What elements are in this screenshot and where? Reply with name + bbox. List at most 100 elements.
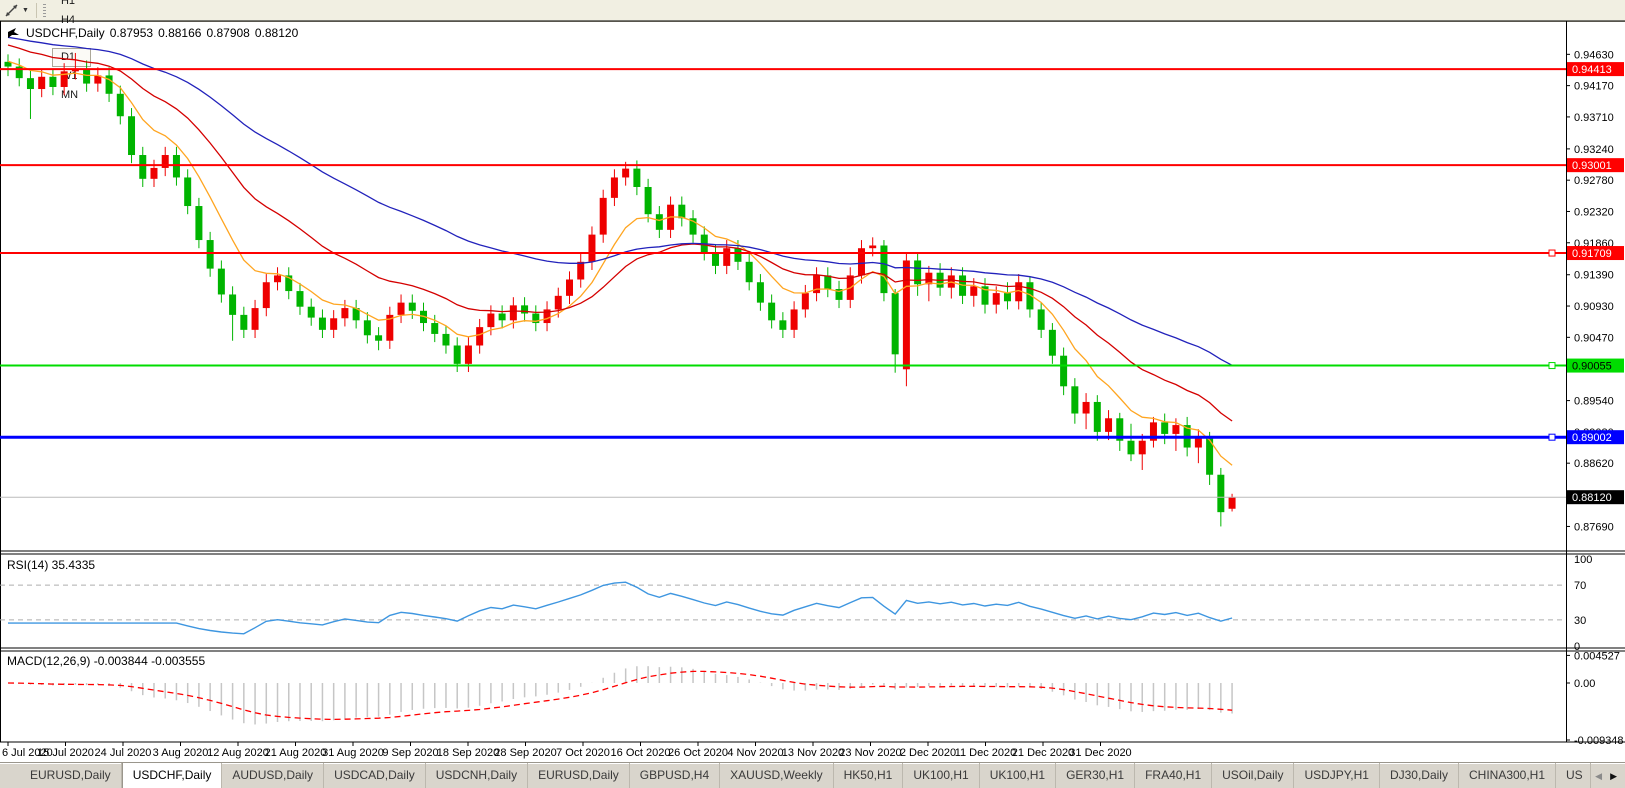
symbol-tab-USDCAD-Daily[interactable]: USDCAD,Daily <box>324 763 426 788</box>
date-label: 15 Jul 2020 <box>37 747 94 759</box>
price-badge-label: 0.91709 <box>1572 248 1612 260</box>
candle-body <box>768 302 776 321</box>
candle-body <box>15 66 23 79</box>
candle-body <box>262 282 270 309</box>
symbol-tab-EURUSD-Daily[interactable]: EURUSD,Daily <box>20 763 122 788</box>
candle-body <box>442 333 450 346</box>
price-tick-label: 0.88620 <box>1574 458 1614 470</box>
candle-body <box>184 177 192 207</box>
candle-body <box>1082 401 1090 414</box>
candle-body <box>172 155 180 178</box>
price-tick-label: 0.93240 <box>1574 144 1614 156</box>
candle-body <box>532 313 540 324</box>
candle-body <box>217 268 225 295</box>
tab-scroll-left-icon[interactable]: ◀ <box>1595 770 1603 781</box>
timeframe-button-H1[interactable]: H1 <box>60 0 75 7</box>
macd-axis-label: -0.009348 <box>1574 735 1624 747</box>
date-label: 7 Oct 2020 <box>556 747 610 759</box>
candle-body <box>779 320 787 330</box>
symbol-tab-FRA40-H1[interactable]: FRA40,H1 <box>1135 763 1213 788</box>
hline-handle[interactable] <box>1548 249 1556 257</box>
chart-cursor-icon <box>8 28 19 38</box>
moving-average-8 <box>7 60 1233 466</box>
price-tick-label: 0.92780 <box>1574 175 1614 187</box>
macd-axis-label: 0.00 <box>1574 678 1595 690</box>
price-badge-label: 0.90055 <box>1572 361 1612 373</box>
candle-body <box>1003 293 1011 302</box>
candle-body <box>588 234 596 262</box>
symbol-tab-GBPUSD-H4[interactable]: GBPUSD,H4 <box>630 763 721 788</box>
candle-body <box>150 167 158 179</box>
candle-body <box>375 335 383 341</box>
symbol-tab-US[interactable]: US <box>1556 763 1592 788</box>
candle-body <box>835 289 843 300</box>
dropdown-caret-icon[interactable]: ▼ <box>22 7 29 14</box>
date-label: 12 Aug 2020 <box>207 747 269 759</box>
cursor-tool-cluster[interactable]: ▼ <box>0 3 51 19</box>
symbol-tab-AUDUSD-Daily[interactable]: AUDUSD,Daily <box>222 763 325 788</box>
toolbar-grip-handle[interactable] <box>42 3 46 18</box>
candle-body <box>105 75 113 94</box>
symbol-tab-USDCNH-Daily[interactable]: USDCNH,Daily <box>426 763 529 788</box>
candle-body <box>655 214 663 230</box>
moving-average-20 <box>7 44 1233 422</box>
candle-body <box>38 76 46 90</box>
tab-scroll-right-icon[interactable]: ▶ <box>1610 770 1617 781</box>
candle-body <box>116 93 124 117</box>
candle-body <box>678 204 686 219</box>
price-tick-label: 0.90930 <box>1574 301 1614 313</box>
moving-average-45 <box>7 36 1233 366</box>
timeframe-button-H4[interactable]: H4 <box>60 14 75 26</box>
candle-body <box>1048 329 1056 356</box>
candle-body <box>981 286 989 305</box>
macd-indicator-label: MACD(12,26,9) -0.003844 -0.003555 <box>7 654 206 668</box>
toolbar-separator <box>35 3 37 18</box>
price-tick-label: 0.90470 <box>1574 332 1614 344</box>
candle-body <box>813 275 821 294</box>
candle-body <box>296 291 304 307</box>
candle-body <box>1015 282 1023 302</box>
candle-body <box>566 279 573 296</box>
symbol-tab-HK50-H1[interactable]: HK50,H1 <box>834 763 904 788</box>
hline-handle[interactable] <box>1548 362 1556 370</box>
candle-body <box>745 261 753 283</box>
candle-body <box>285 275 293 292</box>
symbol-tab-USDCHF-Daily[interactable]: USDCHF,Daily <box>121 763 223 788</box>
symbol-tab-CHINA300-H1[interactable]: CHINA300,H1 <box>1459 763 1557 788</box>
symbol-tab-USOil-Daily[interactable]: USOil,Daily <box>1212 763 1295 788</box>
candle-body <box>891 293 899 355</box>
crosshair-tool-icon[interactable] <box>4 3 20 19</box>
symbol-tab-DJ30-Daily[interactable]: DJ30,Daily <box>1380 763 1459 788</box>
price-badge-0.89002 <box>1567 430 1624 445</box>
chart-title: USDCHF,Daily 0.87953 0.88166 0.87908 0.8… <box>7 26 298 40</box>
candle-body <box>195 206 203 241</box>
symbol-tab-UK100-H1[interactable]: UK100,H1 <box>903 763 980 788</box>
candle-body <box>128 116 136 156</box>
symbol-tab-USDJPY-H1[interactable]: USDJPY,H1 <box>1294 763 1380 788</box>
symbol-tab-EURUSD-Daily[interactable]: EURUSD,Daily <box>528 763 630 788</box>
timeframe-button-MN[interactable]: MN <box>60 89 79 101</box>
price-badge-0.93001 <box>1567 158 1624 173</box>
rsi-indicator-label: RSI(14) 35.4335 <box>7 558 96 572</box>
symbol-tab-GER30-H1[interactable]: GER30,H1 <box>1056 763 1136 788</box>
chart-canvas[interactable]: 0.94630 0.94170 0.93710 0.93240 0.92780 0.923… <box>0 0 1625 762</box>
price-tick-label: 0.94630 <box>1574 49 1614 61</box>
symbol-tab-UK100-H1[interactable]: UK100,H1 <box>980 763 1057 788</box>
hline-handle[interactable] <box>1548 433 1556 441</box>
tab-scroll-arrows: ◀ ▶ <box>1591 763 1625 788</box>
symbol-tab-XAUUSD-Weekly[interactable]: XAUUSD,Weekly <box>720 763 834 788</box>
date-label: 26 Oct 2020 <box>668 747 728 759</box>
date-label: 9 Sep 2020 <box>382 747 438 759</box>
candle-body <box>633 168 641 187</box>
price-tick-label: 0.87690 <box>1574 521 1614 533</box>
date-label: 2 Dec 2020 <box>900 747 956 759</box>
chart-title-open: 0.87953 <box>109 26 154 40</box>
candle-body <box>229 294 237 315</box>
date-label: 13 Nov 2020 <box>782 747 844 759</box>
candle-body <box>1060 355 1068 387</box>
candle-body <box>408 302 416 311</box>
price-badge-0.90055 <box>1567 358 1624 373</box>
candle-body <box>161 155 169 168</box>
price-tick-label: 0.94170 <box>1574 81 1614 93</box>
